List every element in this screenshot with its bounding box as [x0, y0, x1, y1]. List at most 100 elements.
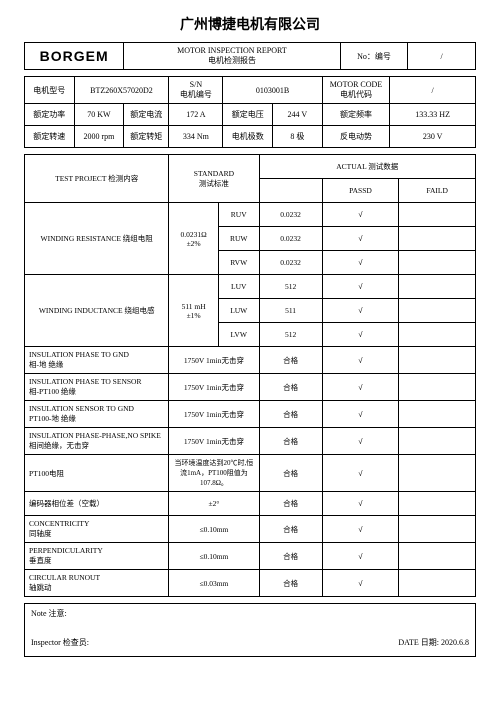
ins2-name: INSULATION PHASE TO SENSOR相-PT100 绝缘 [25, 374, 169, 401]
ins4-act: 合格 [259, 428, 322, 455]
no-label: No：编号 [340, 43, 408, 70]
ins1-pass: √ [322, 347, 399, 374]
perp-std: ≤0.10mm [169, 543, 259, 570]
note-label: Note 注意: [31, 608, 469, 619]
wr-name: WINDING RESISTANCE 绕组电阻 [25, 203, 169, 275]
run-pass: √ [322, 570, 399, 597]
wi-std: 511 mH ±1% [169, 275, 219, 347]
hdr-actual: ACTUAL 测试数据 [259, 155, 475, 179]
ins4-name: INSULATION PHASE-PHASE,NO SPIKE相间绝缘，无击穿 [25, 428, 169, 455]
wi-r3-fail [399, 323, 476, 347]
report-title: MOTOR INSPECTION REPORT 电机检测报告 [124, 43, 340, 70]
enc-act: 合格 [259, 492, 322, 516]
ins3-pass: √ [322, 401, 399, 428]
perp-act: 合格 [259, 543, 322, 570]
wi-r1l: LUV [218, 275, 259, 299]
ins4-std: 1750V 1min无击穿 [169, 428, 259, 455]
ins1-fail [399, 347, 476, 374]
conc-name: CONCENTRICITY同轴度 [25, 516, 169, 543]
wr-r2-pass: √ [322, 227, 399, 251]
speed-val: 2000 rpm [74, 126, 124, 148]
run-act: 合格 [259, 570, 322, 597]
ins2-pass: √ [322, 374, 399, 401]
pt100-name: PT100电阻 [25, 455, 169, 492]
notes-box: Note 注意: Inspector 检查员: DATE 日期: 2020.6.… [24, 603, 476, 657]
wi-r3v: 512 [259, 323, 322, 347]
sn-lbl: S/N电机编号 [169, 77, 223, 104]
perp-name: PERPENDICULARITY垂直度 [25, 543, 169, 570]
wr-r3l: RVW [218, 251, 259, 275]
run-std: ≤0.03mm [169, 570, 259, 597]
perp-pass: √ [322, 543, 399, 570]
company-title: 广州博捷电机有限公司 [24, 14, 476, 34]
code-lbl: MOTOR CODE电机代码 [322, 77, 390, 104]
enc-fail [399, 492, 476, 516]
ins4-fail [399, 428, 476, 455]
conc-pass: √ [322, 516, 399, 543]
ins2-fail [399, 374, 476, 401]
wr-r1-fail [399, 203, 476, 227]
conc-fail [399, 516, 476, 543]
header-table: BORGEM MOTOR INSPECTION REPORT 电机检测报告 No… [24, 42, 476, 70]
spec-table: 电机型号 BTZ260X57020D2 S/N电机编号 0103001B MOT… [24, 76, 476, 148]
wr-std: 0.0231Ω ±2% [169, 203, 219, 275]
code-val: / [390, 77, 476, 104]
wr-r3v: 0.0232 [259, 251, 322, 275]
wi-r1v: 512 [259, 275, 322, 299]
pt100-fail [399, 455, 476, 492]
ins1-std: 1750V 1min无击穿 [169, 347, 259, 374]
run-name: CIRCULAR RUNOUT轴跳动 [25, 570, 169, 597]
ins3-name: INSULATION SENSOR TO GNDPT100-地 绝缘 [25, 401, 169, 428]
wi-r2-fail [399, 299, 476, 323]
ins3-std: 1750V 1min无击穿 [169, 401, 259, 428]
model-val: BTZ260X57020D2 [74, 77, 169, 104]
wi-r1-pass: √ [322, 275, 399, 299]
model-lbl: 电机型号 [25, 77, 75, 104]
emf-lbl: 反电动势 [322, 126, 390, 148]
wr-r1l: RUV [218, 203, 259, 227]
wi-r2v: 511 [259, 299, 322, 323]
wi-r3l: LVW [218, 323, 259, 347]
hdr-standard: STANDARD测试标准 [169, 155, 259, 203]
ins4-pass: √ [322, 428, 399, 455]
wr-r2-fail [399, 227, 476, 251]
wi-r1-fail [399, 275, 476, 299]
hdr-project: TEST PROJECT 检测内容 [25, 155, 169, 203]
test-table: TEST PROJECT 检测内容 STANDARD测试标准 ACTUAL 测试… [24, 154, 476, 597]
voltage-val: 244 V [273, 104, 323, 126]
enc-pass: √ [322, 492, 399, 516]
no-value: / [408, 43, 476, 70]
freq-lbl: 额定频率 [322, 104, 390, 126]
current-lbl: 额定电流 [124, 104, 169, 126]
hdr-faild: FAILD [399, 179, 476, 203]
logo: BORGEM [25, 43, 124, 70]
torque-lbl: 额定转矩 [124, 126, 169, 148]
wi-name: WINDING INDUCTANCE 绕组电感 [25, 275, 169, 347]
pt100-pass: √ [322, 455, 399, 492]
hdr-passd: PASSD [322, 179, 399, 203]
ins1-name: INSULATION PHASE TO GND相-地 绝缘 [25, 347, 169, 374]
wi-r2l: LUW [218, 299, 259, 323]
sn-val: 0103001B [223, 77, 322, 104]
wi-r3-pass: √ [322, 323, 399, 347]
torque-val: 334 Nm [169, 126, 223, 148]
enc-std: ±2° [169, 492, 259, 516]
voltage-lbl: 额定电压 [223, 104, 273, 126]
ins1-act: 合格 [259, 347, 322, 374]
pt100-std: 当环境温度达到20℃时,恒流1mA，PT100阻值为107.8Ω。 [169, 455, 259, 492]
wr-r3-fail [399, 251, 476, 275]
conc-act: 合格 [259, 516, 322, 543]
pt100-act: 合格 [259, 455, 322, 492]
freq-val: 133.33 HZ [390, 104, 476, 126]
hdr-actual-sub [259, 179, 322, 203]
power-val: 70 KW [74, 104, 124, 126]
ins3-fail [399, 401, 476, 428]
ins2-std: 1750V 1min无击穿 [169, 374, 259, 401]
perp-fail [399, 543, 476, 570]
wr-r2l: RUW [218, 227, 259, 251]
enc-name: 编码器相位差（空载） [25, 492, 169, 516]
inspector-label: Inspector 检查员: [31, 637, 89, 648]
wi-r2-pass: √ [322, 299, 399, 323]
current-val: 172 A [169, 104, 223, 126]
poles-lbl: 电机极数 [223, 126, 273, 148]
